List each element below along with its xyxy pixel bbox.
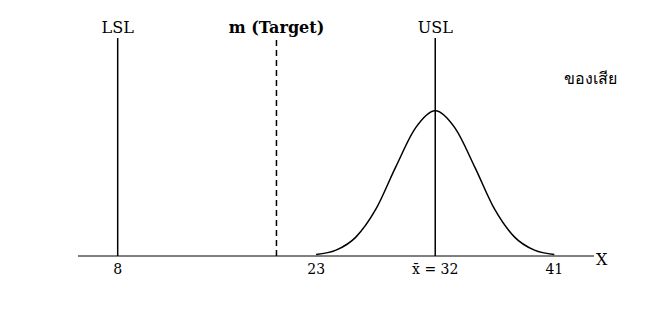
svg-text:LSL: LSL <box>102 18 135 37</box>
svg-text:23: 23 <box>307 261 325 277</box>
html-text:ของเสีย: ของเสีย <box>564 69 617 88</box>
svg-text:X: X <box>596 250 608 269</box>
svg-text:41: 41 <box>545 261 563 277</box>
svg-text:USL: USL <box>418 18 453 37</box>
svg-text:x̄ = 32: x̄ = 32 <box>412 261 458 277</box>
svg-text:m (Target): m (Target) <box>229 18 325 37</box>
svg-text:8: 8 <box>113 261 122 277</box>
